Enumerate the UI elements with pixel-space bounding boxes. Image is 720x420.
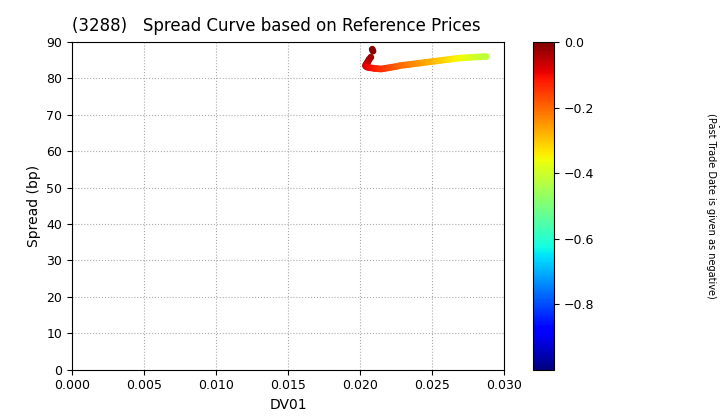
Point [440, 56, 451, 63]
Point [367, 48, 379, 55]
Point [457, 55, 469, 61]
Point [363, 57, 374, 63]
Text: (3288)   Spread Curve based on Reference Prices: (3288) Spread Curve based on Reference P… [72, 17, 481, 35]
Point [446, 56, 457, 63]
Point [420, 59, 431, 66]
Point [451, 55, 463, 62]
Point [392, 63, 403, 70]
Point [423, 59, 434, 66]
Point [369, 65, 381, 72]
Point [361, 64, 373, 71]
Point [374, 66, 385, 72]
Point [360, 63, 372, 70]
Point [363, 64, 374, 71]
Point [417, 59, 428, 66]
Point [380, 65, 392, 71]
Point [466, 54, 477, 60]
Point [372, 65, 383, 72]
Point [472, 54, 483, 60]
Point [366, 46, 378, 52]
Point [434, 57, 446, 64]
X-axis label: DV01: DV01 [269, 398, 307, 412]
Point [480, 53, 492, 60]
Point [402, 61, 414, 68]
Point [362, 58, 374, 65]
Point [361, 59, 373, 66]
Point [387, 64, 398, 71]
Point [389, 63, 400, 70]
Point [414, 60, 426, 66]
Point [474, 54, 486, 60]
Point [382, 65, 394, 71]
Point [364, 56, 375, 63]
Point [378, 65, 390, 72]
Point [437, 57, 449, 63]
Point [411, 60, 423, 67]
Point [367, 65, 379, 71]
Point [384, 64, 396, 71]
Point [454, 55, 466, 61]
Point [365, 65, 377, 71]
Point [469, 54, 480, 60]
Point [428, 58, 440, 65]
Point [376, 66, 387, 72]
Point [449, 55, 460, 62]
Y-axis label: Time in years between 5/16/2025 and Trade Date
(Past Trade Date is given as nega: Time in years between 5/16/2025 and Trad… [706, 84, 720, 327]
Point [431, 58, 443, 64]
Point [460, 54, 472, 61]
Point [365, 54, 377, 60]
Point [361, 60, 372, 67]
Point [477, 53, 489, 60]
Point [443, 56, 454, 63]
Point [360, 62, 372, 69]
Point [408, 60, 420, 67]
Point [426, 58, 437, 65]
Point [463, 54, 474, 61]
Point [400, 62, 411, 68]
Point [394, 62, 405, 69]
Y-axis label: Spread (bp): Spread (bp) [27, 165, 41, 247]
Point [397, 62, 408, 68]
Point [405, 61, 417, 68]
Point [360, 62, 372, 68]
